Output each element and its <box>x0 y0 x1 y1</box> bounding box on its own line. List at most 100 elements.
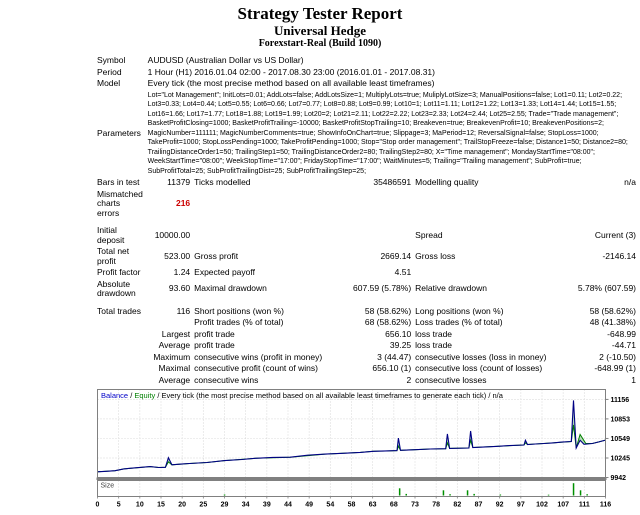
stat-label <box>95 329 146 341</box>
svg-text:68: 68 <box>390 502 398 509</box>
svg-text:82: 82 <box>453 502 461 509</box>
stat-label: profit trade <box>194 328 235 339</box>
stat-label: Modelling quality <box>415 177 479 187</box>
stat-value: -44.71 <box>611 340 636 350</box>
stat-value: Current (3) <box>594 229 636 240</box>
svg-text:92: 92 <box>496 502 504 509</box>
stat-label: Mismatched charts errors <box>97 188 143 218</box>
stat-value: Lot="Lot Management"; InitLots=0.01; Add… <box>147 91 628 175</box>
stat-label: Loss trades (% of total) <box>415 317 503 327</box>
stat-value: 39.25 <box>389 340 412 350</box>
report-row: Average profit trade 39.25 loss trade -44.71 <box>95 340 638 352</box>
stat-label: Absolute drawdown <box>97 278 136 298</box>
stat-value <box>342 189 413 220</box>
svg-text:10245: 10245 <box>611 456 631 463</box>
stat-value: 68 (58.62%) <box>364 317 412 327</box>
stat-value: Every tick (the most precise method base… <box>147 78 435 88</box>
stat-value: -2146.14 <box>602 250 636 261</box>
stat-label <box>413 267 567 279</box>
stat-label: Long positions (won %) <box>415 305 504 316</box>
svg-text:10549: 10549 <box>611 436 631 443</box>
report-title: Strategy Tester Report <box>237 4 403 23</box>
svg-text:9942: 9942 <box>611 475 627 482</box>
stat-value: 10000.00 <box>154 229 191 240</box>
stat-label: Parameters <box>97 127 141 138</box>
stat-label <box>95 375 146 387</box>
equity-legend-label: Equity <box>134 391 156 400</box>
report-row: Bars in test 11379 Ticks modelled 35486591 M… <box>95 177 638 189</box>
svg-text:49: 49 <box>305 502 313 509</box>
stat-value: Average <box>158 374 191 385</box>
stat-value: Maximum <box>153 351 191 362</box>
stat-value: 656.10 <box>385 328 412 339</box>
stat-value: -648.99 <box>607 328 636 339</box>
stat-value: 2669.14 <box>380 250 412 261</box>
report-row: Average consecutive wins 2 consecutive loss… <box>95 375 638 387</box>
svg-text:58: 58 <box>348 502 356 509</box>
stat-label: Symbol <box>97 55 126 65</box>
report-row: Largest profit trade 656.10 loss trade -648.… <box>95 329 638 341</box>
legend-description: Every tick (the most precise method base… <box>161 391 503 400</box>
svg-text:63: 63 <box>369 502 377 509</box>
stat-value: 93.60 <box>168 283 191 294</box>
stat-value: Largest <box>161 328 191 339</box>
svg-text:111: 111 <box>579 502 590 509</box>
report-row: Mismatched charts errors 216 <box>95 189 638 220</box>
report-row: Initial deposit 10000.00 Spread Current (3) <box>95 225 638 246</box>
stat-label: Spread <box>415 229 443 240</box>
chart-area: 11156 10853 10549 10245 9942 Size 0 5 10 15 20 25 29… <box>0 389 640 515</box>
stat-label <box>192 189 342 220</box>
stat-label: Gross profit <box>194 250 239 261</box>
svg-text:11156: 11156 <box>611 397 630 404</box>
stat-value <box>146 317 192 329</box>
size-panel-label: Size <box>101 483 115 490</box>
stat-value: 2 <box>406 374 412 385</box>
svg-text:20: 20 <box>178 502 186 509</box>
stat-value <box>567 267 638 279</box>
stat-label: consecutive wins <box>194 374 259 385</box>
stat-label: Bars in test <box>97 177 140 187</box>
svg-text:10: 10 <box>136 502 144 509</box>
svg-text:116: 116 <box>600 502 611 509</box>
stat-label: consecutive wins (profit in money) <box>194 351 323 362</box>
svg-text:34: 34 <box>242 502 250 509</box>
stat-label: loss trade <box>415 340 453 350</box>
stat-value: 523.00 <box>164 250 191 261</box>
svg-text:5: 5 <box>117 502 121 509</box>
report-row: Parameters Lot="Lot Management"; InitLots… <box>95 90 638 178</box>
stat-label <box>413 189 567 220</box>
stat-value: n/a <box>624 177 636 187</box>
stat-value: 5.78% (607.59) <box>577 283 636 294</box>
svg-text:54: 54 <box>326 502 334 509</box>
stat-label: consecutive losses <box>415 374 487 385</box>
stat-label <box>95 317 146 329</box>
svg-text:73: 73 <box>411 502 419 509</box>
stat-value: 1 <box>631 374 636 385</box>
chart-axis-separator <box>96 477 607 480</box>
report-row: Symbol AUDUSD (Australian Dollar vs US Do… <box>95 55 638 67</box>
svg-text:97: 97 <box>517 502 525 509</box>
report-row: Model Every tick (the most precise method… <box>95 78 638 90</box>
legend-separator: / <box>155 391 162 400</box>
stat-label: Short positions (won %) <box>194 305 284 316</box>
stat-value: 216 <box>175 198 191 208</box>
stat-value: 4.51 <box>394 267 412 277</box>
svg-text:107: 107 <box>557 502 569 509</box>
svg-text:15: 15 <box>157 502 165 509</box>
report-row: Absolute drawdown 93.60 Maximal drawdown 60… <box>95 279 638 300</box>
report-table: Symbol AUDUSD (Australian Dollar vs US Do… <box>95 55 638 386</box>
stat-label: Model <box>97 78 121 88</box>
stat-label: Relative drawdown <box>415 283 487 294</box>
stat-label: Expected payoff <box>194 267 255 277</box>
svg-text:10853: 10853 <box>611 416 631 423</box>
stat-label <box>95 363 146 375</box>
svg-text:0: 0 <box>96 502 100 509</box>
stat-label <box>95 352 146 364</box>
stat-label: profit trade <box>194 340 235 350</box>
stat-label: consecutive losses (loss in money) <box>415 351 547 362</box>
stat-label: Gross loss <box>415 250 456 261</box>
svg-text:44: 44 <box>284 502 292 509</box>
stat-label: Ticks modelled <box>194 177 251 187</box>
report-table-body: Symbol AUDUSD (Australian Dollar vs US Do… <box>95 55 638 386</box>
